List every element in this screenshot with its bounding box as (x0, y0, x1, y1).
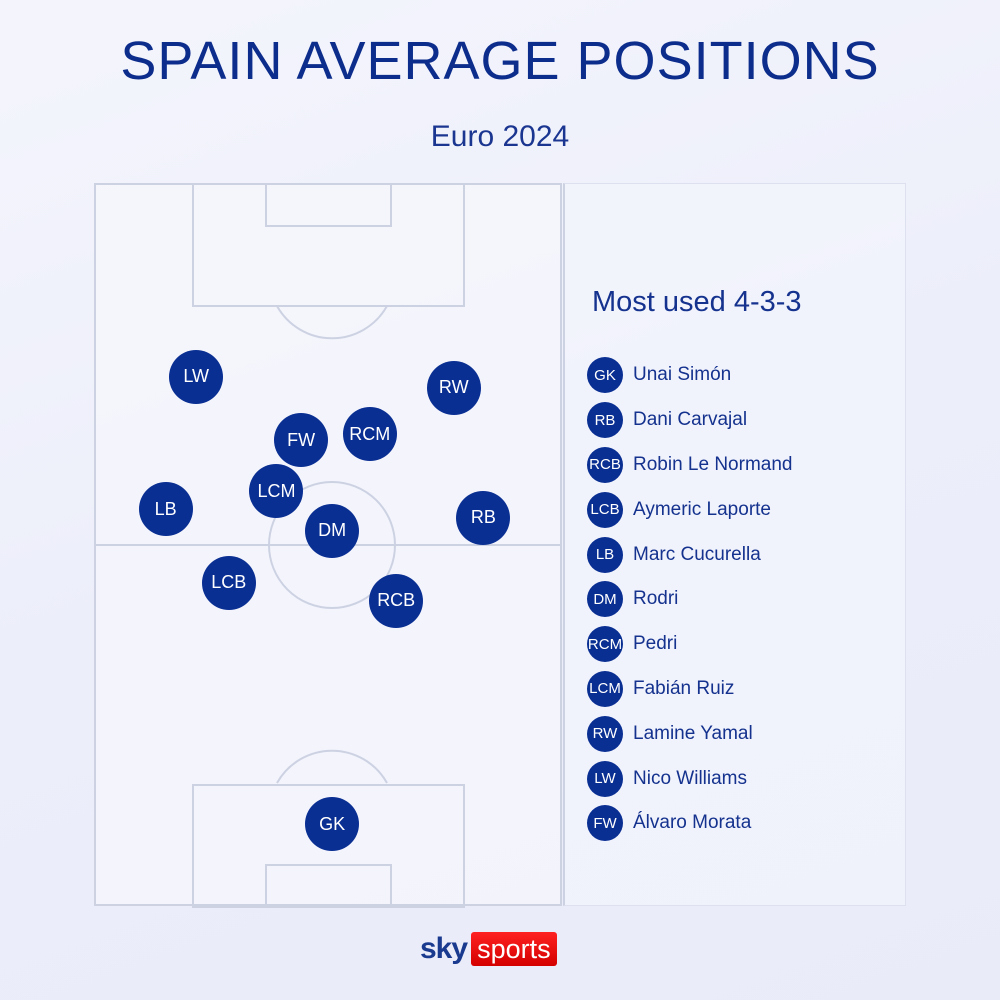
player-marker-lw: LW (169, 349, 224, 404)
page-subtitle: Euro 2024 (430, 120, 570, 153)
list-item: RCM Pedri (587, 622, 792, 667)
pitch: GK RB RCB LCB LB DM RCM LCM RW LW FW (94, 183, 562, 908)
page-title: SPAIN AVERAGE POSITIONS (120, 31, 880, 91)
list-item: FW Álvaro Morata (587, 801, 792, 846)
player-name: Nico Williams (633, 767, 747, 789)
player-name: Unai Simón (633, 364, 732, 386)
position-badge: LW (587, 760, 623, 797)
player-list: GK Unai Simón RB Dani Carvajal RCB Robin Le N… (587, 353, 792, 846)
player-name: Marc Cucurella (633, 543, 761, 565)
list-item: RCB Robin Le Normand (587, 443, 792, 488)
player-name: Pedri (633, 633, 678, 655)
lineup-panel: Most used 4-3-3 GK Unai Simón RB Dani Carva… (563, 183, 906, 906)
top-goal-area (265, 183, 392, 227)
player-marker-lcm: LCM (249, 464, 304, 519)
player-marker-rb: RB (456, 490, 511, 545)
list-item: LCM Fabián Ruiz (587, 667, 792, 712)
player-name: Rodri (633, 588, 679, 610)
player-name: Dani Carvajal (633, 409, 748, 431)
logo-sports: sports (471, 932, 557, 966)
player-marker-lcb: LCB (201, 555, 256, 610)
player-marker-rcb: RCB (369, 573, 424, 628)
logo-sky: sky (420, 932, 468, 965)
list-item: RB Dani Carvajal (587, 398, 792, 443)
position-badge: LCB (587, 491, 623, 528)
list-item: DM Rodri (587, 577, 792, 622)
player-marker-fw: FW (274, 413, 329, 468)
list-item: RW Lamine Yamal (587, 711, 792, 756)
list-item: GK Unai Simón (587, 353, 792, 398)
list-item: LW Nico Williams (587, 756, 792, 801)
player-marker-dm: DM (305, 503, 360, 558)
player-name: Fabián Ruiz (633, 677, 735, 699)
bottom-goal-area (265, 864, 392, 908)
player-name: Aymeric Laporte (633, 498, 771, 520)
list-item: LB Marc Cucurella (587, 532, 792, 577)
position-badge: LCM (587, 670, 623, 707)
player-name: Álvaro Morata (633, 812, 752, 834)
position-badge: DM (587, 581, 623, 618)
position-badge: GK (587, 357, 623, 394)
sky-sports-logo: sky sports (420, 932, 557, 966)
player-marker-lb: LB (138, 482, 193, 537)
position-badge: RCB (587, 446, 623, 483)
player-name: Robin Le Normand (633, 453, 793, 475)
position-badge: LB (587, 536, 623, 573)
formation-title: Most used 4-3-3 (592, 286, 802, 318)
position-badge: FW (587, 805, 623, 842)
player-marker-rw: RW (426, 360, 481, 415)
player-marker-gk: GK (305, 797, 360, 852)
position-badge: RB (587, 402, 623, 439)
position-badge: RCM (587, 626, 623, 663)
player-marker-rcm: RCM (342, 407, 397, 462)
player-name: Lamine Yamal (633, 722, 753, 744)
position-badge: RW (587, 715, 623, 752)
list-item: LCB Aymeric Laporte (587, 487, 792, 532)
